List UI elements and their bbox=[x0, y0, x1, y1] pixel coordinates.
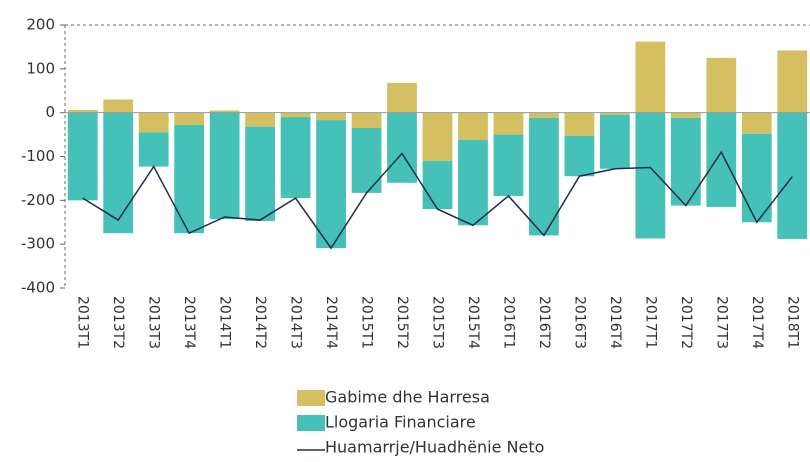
bar bbox=[670, 112, 701, 118]
x-tick-label: 2016T3 bbox=[571, 296, 587, 349]
bar bbox=[777, 50, 808, 113]
bar bbox=[599, 112, 630, 115]
bar bbox=[209, 112, 240, 220]
y-tick-label: -300 bbox=[21, 235, 55, 253]
bar bbox=[138, 132, 169, 167]
y-tick-label: -100 bbox=[21, 147, 55, 165]
bar bbox=[529, 117, 559, 236]
bar bbox=[529, 112, 559, 118]
bar bbox=[458, 139, 488, 226]
bar bbox=[706, 112, 737, 207]
line bbox=[82, 150, 793, 250]
y-tick-label: 200 bbox=[26, 16, 55, 34]
bar bbox=[67, 112, 98, 201]
legend-label: Llogaria Financiare bbox=[325, 413, 476, 432]
bar bbox=[174, 124, 205, 234]
bar bbox=[209, 110, 240, 113]
bar bbox=[741, 133, 772, 223]
bar bbox=[635, 112, 666, 239]
bar bbox=[103, 99, 134, 113]
x-tick-label: 2017T1 bbox=[642, 296, 658, 349]
legend-label: Gabime dhe Harresa bbox=[325, 388, 490, 407]
x-tick-label: 2013T2 bbox=[110, 296, 126, 349]
x-tick-label: 2015T1 bbox=[359, 296, 375, 349]
legend-swatch bbox=[297, 390, 325, 406]
x-tick-label: 2013T4 bbox=[181, 296, 197, 349]
bar bbox=[138, 112, 169, 133]
bar bbox=[280, 117, 311, 199]
x-tick-label: 2017T4 bbox=[749, 296, 765, 349]
y-tick-label: -400 bbox=[21, 279, 55, 297]
x-tick-label: 2017T3 bbox=[713, 296, 729, 349]
x-tick-label: 2014T1 bbox=[217, 296, 233, 349]
bar bbox=[564, 135, 595, 177]
bar bbox=[351, 112, 382, 129]
y-tick-label: -200 bbox=[21, 191, 55, 209]
x-tick-label: 2013T3 bbox=[146, 296, 162, 349]
bar bbox=[493, 112, 524, 135]
x-tick-label: 2016T2 bbox=[536, 296, 552, 349]
x-tick-label: 2013T1 bbox=[75, 296, 91, 349]
bar bbox=[316, 120, 346, 249]
bar bbox=[741, 112, 772, 134]
x-tick-label: 2014T4 bbox=[323, 296, 339, 349]
y-tick-label: 0 bbox=[45, 103, 55, 121]
bar bbox=[564, 112, 595, 136]
bar bbox=[245, 112, 276, 127]
bar bbox=[280, 112, 311, 118]
bar bbox=[493, 134, 524, 196]
bar bbox=[316, 112, 346, 121]
x-tick-label: 2014T2 bbox=[252, 296, 268, 349]
bar bbox=[670, 117, 701, 206]
legend-swatch bbox=[297, 415, 325, 431]
bar bbox=[387, 112, 417, 183]
x-tick-label: 2016T4 bbox=[607, 296, 623, 349]
x-tick-label: 2015T3 bbox=[430, 296, 446, 349]
bar bbox=[103, 112, 134, 234]
bar bbox=[422, 112, 453, 161]
bar bbox=[777, 112, 808, 239]
bar bbox=[67, 110, 98, 113]
bar bbox=[422, 160, 453, 210]
x-tick-label: 2017T2 bbox=[678, 296, 694, 349]
bar bbox=[351, 128, 382, 193]
bar bbox=[245, 126, 276, 221]
bar bbox=[387, 82, 417, 113]
y-tick-label: 100 bbox=[26, 59, 55, 77]
x-tick-label: 2015T4 bbox=[465, 296, 481, 349]
x-tick-label: 2018T1 bbox=[784, 296, 800, 349]
x-tick-label: 2015T2 bbox=[394, 296, 410, 349]
bar bbox=[174, 112, 205, 125]
bar bbox=[635, 41, 666, 113]
legend-label: Huamarrje/Huadhënie Neto bbox=[325, 438, 544, 457]
bar bbox=[458, 112, 488, 140]
bar bbox=[599, 114, 630, 169]
bar bbox=[706, 57, 737, 113]
x-tick-label: 2014T3 bbox=[288, 296, 304, 349]
x-tick-label: 2016T1 bbox=[500, 296, 516, 349]
